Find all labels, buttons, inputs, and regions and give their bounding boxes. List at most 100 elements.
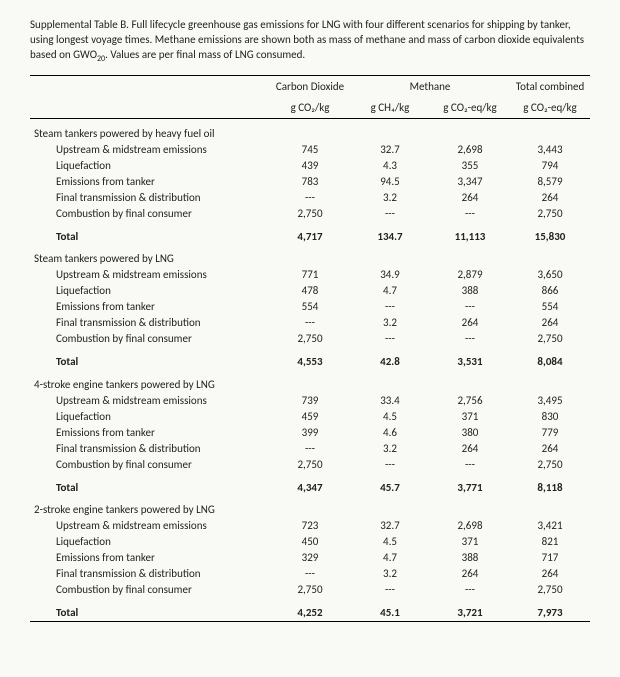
cell: 3,347: [430, 173, 510, 189]
cell: ---: [430, 205, 510, 221]
section-title-row: Steam tankers powered by heavy fuel oil: [30, 118, 590, 141]
row-label: Emissions from tanker: [30, 299, 270, 315]
table-row: Liquefaction4394.3355794: [30, 157, 590, 173]
cell: 3,650: [510, 267, 590, 283]
table-row: Liquefaction4784.7388866: [30, 283, 590, 299]
row-label: Liquefaction: [30, 157, 270, 173]
total-cell: 8,118: [510, 479, 590, 495]
cell: 2,698: [430, 518, 510, 534]
table-row: Upstream & midstream emissions77134.92,8…: [30, 267, 590, 283]
header-unit-row: g CO₂/kg g CH₄/kg g CO₂-eq/kg g CO₂-eq/k…: [30, 97, 590, 119]
cell: 783: [270, 173, 350, 189]
cell: 3,421: [510, 518, 590, 534]
cell: 94.5: [350, 173, 430, 189]
cell: 554: [270, 299, 350, 315]
cell: 717: [510, 550, 590, 566]
row-label: Emissions from tanker: [30, 424, 270, 440]
cell: 866: [510, 283, 590, 299]
section-title: Steam tankers powered by heavy fuel oil: [30, 118, 590, 141]
total-cell: 42.8: [350, 354, 430, 370]
cell: 8,579: [510, 173, 590, 189]
total-cell: 7,973: [510, 605, 590, 622]
cell: 32.7: [350, 141, 430, 157]
cell: 478: [270, 283, 350, 299]
row-label: Combustion by final consumer: [30, 331, 270, 347]
row-label: Upstream & midstream emissions: [30, 141, 270, 157]
caption-tail: . Values are per final mass of LNG consu…: [105, 48, 305, 61]
table-row: Combustion by final consumer2,750------2…: [30, 582, 590, 598]
row-label: Final transmission & distribution: [30, 189, 270, 205]
section-title-row: 2-stroke engine tankers powered by LNG: [30, 495, 590, 518]
cell: 3.2: [350, 315, 430, 331]
cell: ---: [350, 299, 430, 315]
cell: 4.5: [350, 534, 430, 550]
cell: 264: [430, 440, 510, 456]
cell: 4.7: [350, 283, 430, 299]
total-cell: 45.7: [350, 479, 430, 495]
cell: 3.2: [350, 566, 430, 582]
unit-co2: g CO₂/kg: [270, 97, 350, 119]
cell: 3.2: [350, 189, 430, 205]
cell: ---: [270, 566, 350, 582]
section-title-row: Steam tankers powered by LNG: [30, 244, 590, 267]
cell: 264: [510, 440, 590, 456]
table-row: Emissions from tanker78394.53,3478,579: [30, 173, 590, 189]
cell: ---: [430, 331, 510, 347]
total-cell: 15,830: [510, 228, 590, 244]
cell: 4.3: [350, 157, 430, 173]
table-row: Liquefaction4594.5371830: [30, 408, 590, 424]
cell: 4.7: [350, 550, 430, 566]
cell: ---: [270, 189, 350, 205]
section-title: 4-stroke engine tankers powered by LNG: [30, 370, 590, 393]
table-row: Combustion by final consumer2,750------2…: [30, 331, 590, 347]
row-label: Combustion by final consumer: [30, 456, 270, 472]
cell: ---: [430, 582, 510, 598]
row-label: Upstream & midstream emissions: [30, 392, 270, 408]
unit-co2eq: g CO₂-eq/kg: [430, 97, 510, 119]
cell: 821: [510, 534, 590, 550]
total-cell: 4,553: [270, 354, 350, 370]
row-label: Upstream & midstream emissions: [30, 518, 270, 534]
table-row: Liquefaction4504.5371821: [30, 534, 590, 550]
total-cell: 3,531: [430, 354, 510, 370]
unit-ch4: g CH₄/kg: [350, 97, 430, 119]
total-cell: 4,252: [270, 605, 350, 622]
cell: 771: [270, 267, 350, 283]
cell: ---: [350, 582, 430, 598]
cell: 329: [270, 550, 350, 566]
total-row: Total4,25245.13,7217,973: [30, 605, 590, 622]
table-row: Combustion by final consumer2,750------2…: [30, 205, 590, 221]
cell: 264: [430, 189, 510, 205]
cell: ---: [270, 315, 350, 331]
table-row: Upstream & midstream emissions72332.72,6…: [30, 518, 590, 534]
cell: 2,750: [510, 582, 590, 598]
cell: 830: [510, 408, 590, 424]
table-row: Final transmission & distribution---3.2 2…: [30, 315, 590, 331]
cell: 388: [430, 550, 510, 566]
cell: 2,756: [430, 392, 510, 408]
cell: 371: [430, 408, 510, 424]
cell: 3.2: [350, 440, 430, 456]
table-row: Emissions from tanker3294.7388717: [30, 550, 590, 566]
cell: 4.6: [350, 424, 430, 440]
cell: 2,750: [510, 205, 590, 221]
cell: 371: [430, 534, 510, 550]
total-cell: 3,721: [430, 605, 510, 622]
cell: 3,495: [510, 392, 590, 408]
total-row: Total4,34745.73,7718,118: [30, 479, 590, 495]
total-cell: 4,347: [270, 479, 350, 495]
cell: 2,750: [270, 582, 350, 598]
row-label: Final transmission & distribution: [30, 315, 270, 331]
total-label: Total: [30, 479, 270, 495]
cell: 723: [270, 518, 350, 534]
table-row: Combustion by final consumer2,750------2…: [30, 456, 590, 472]
table-row: Upstream & midstream emissions74532.72,6…: [30, 141, 590, 157]
cell: 264: [510, 315, 590, 331]
cell: 779: [510, 424, 590, 440]
table-row: Final transmission & distribution---3.22…: [30, 440, 590, 456]
table-row: Final transmission & distribution---3.22…: [30, 189, 590, 205]
cell: 794: [510, 157, 590, 173]
caption-sub: 20: [97, 54, 105, 64]
row-label: Combustion by final consumer: [30, 582, 270, 598]
cell: 2,879: [430, 267, 510, 283]
